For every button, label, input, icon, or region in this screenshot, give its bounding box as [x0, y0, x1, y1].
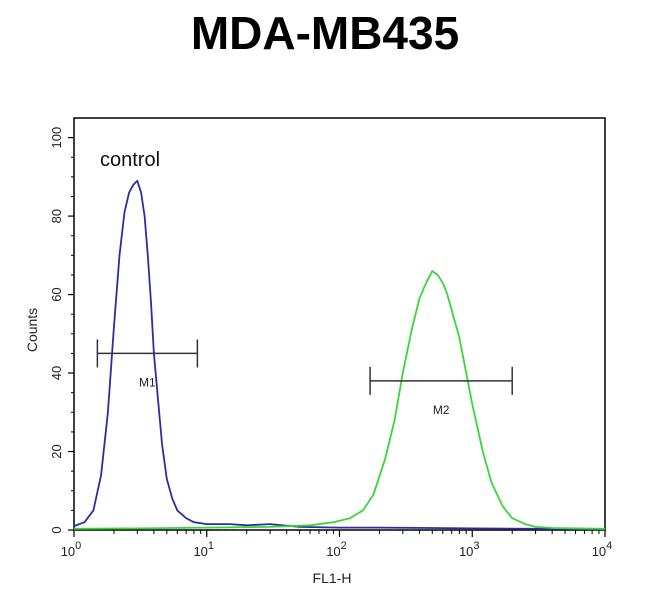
x-tick-label: 102	[326, 540, 347, 559]
y-tick-label: 40	[49, 366, 64, 380]
y-tick-label: 80	[49, 209, 64, 223]
x-tick-label: 104	[592, 540, 613, 559]
series-line-1	[73, 179, 606, 531]
series-layer	[73, 179, 606, 531]
y-tick-label: 0	[49, 526, 64, 533]
marker-label-2: M2	[433, 403, 450, 417]
x-axis: 100 101 102 103 104	[61, 530, 613, 559]
y-tick-label: 20	[49, 444, 64, 458]
plot-frame	[73, 117, 606, 531]
x-tick-label: 101	[193, 540, 214, 559]
x-tick-label: 100	[61, 540, 82, 559]
marker-label-1: M1	[139, 375, 156, 389]
control-annotation: control	[100, 149, 160, 171]
y-axis: 0 20 40 60 80 100	[49, 127, 74, 534]
chart-title: MDA-MB435	[190, 7, 460, 59]
y-tick-label: 100	[49, 127, 64, 149]
y-axis-label: Counts	[24, 308, 40, 352]
marker-layer: M1 M2	[96, 339, 513, 417]
y-tick-label: 60	[49, 287, 64, 301]
x-tick-label: 103	[459, 540, 480, 559]
x-axis-label: FL1-H	[313, 570, 352, 586]
series-line-2	[73, 270, 606, 530]
